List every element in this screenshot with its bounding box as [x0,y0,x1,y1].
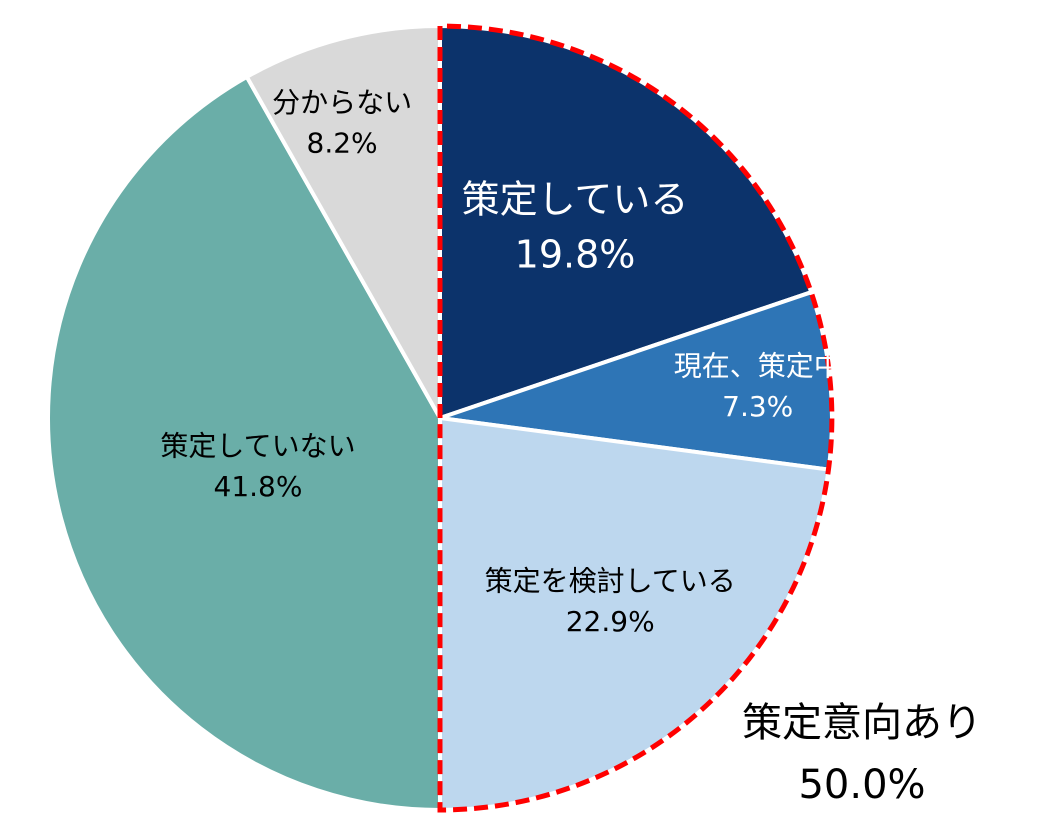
group-highlight-outline [437,23,835,813]
slice-category-label: 現在、策定中 [674,350,842,383]
group-value-label: 50.0% [798,762,925,808]
slice-value-label: 22.9% [566,605,655,638]
slice-category-label: 分からない [272,86,412,119]
pie-slice [244,23,442,426]
slice-label: 現在、策定中 7.3% [674,350,842,424]
slice-category-label: 策定している [462,178,689,222]
slice-label: 策定している 19.8% [462,178,689,277]
slice-value-label: 8.2% [307,126,378,159]
slice-value-label: 19.8% [515,233,636,277]
group-label: 策定意向あり [742,700,982,746]
pie-slices [46,23,834,813]
slice-category-label: 策定していない [160,429,355,462]
slice-label: 分からない 8.2% [272,86,412,160]
slice-label: 策定を検討している 22.9% [485,564,736,638]
slice-value-label: 7.3% [722,390,793,423]
slice-label: 策定していない 41.8% [160,429,355,503]
slice-labels: 策定している 19.8% 現在、策定中 7.3% 策定を検討している 22.9% 策定してい… [160,86,841,638]
pie-slice [438,415,831,813]
slice-category-label: 策定を検討している [485,564,736,597]
pie-slice [46,74,442,813]
slice-value-label: 41.8% [214,470,303,503]
